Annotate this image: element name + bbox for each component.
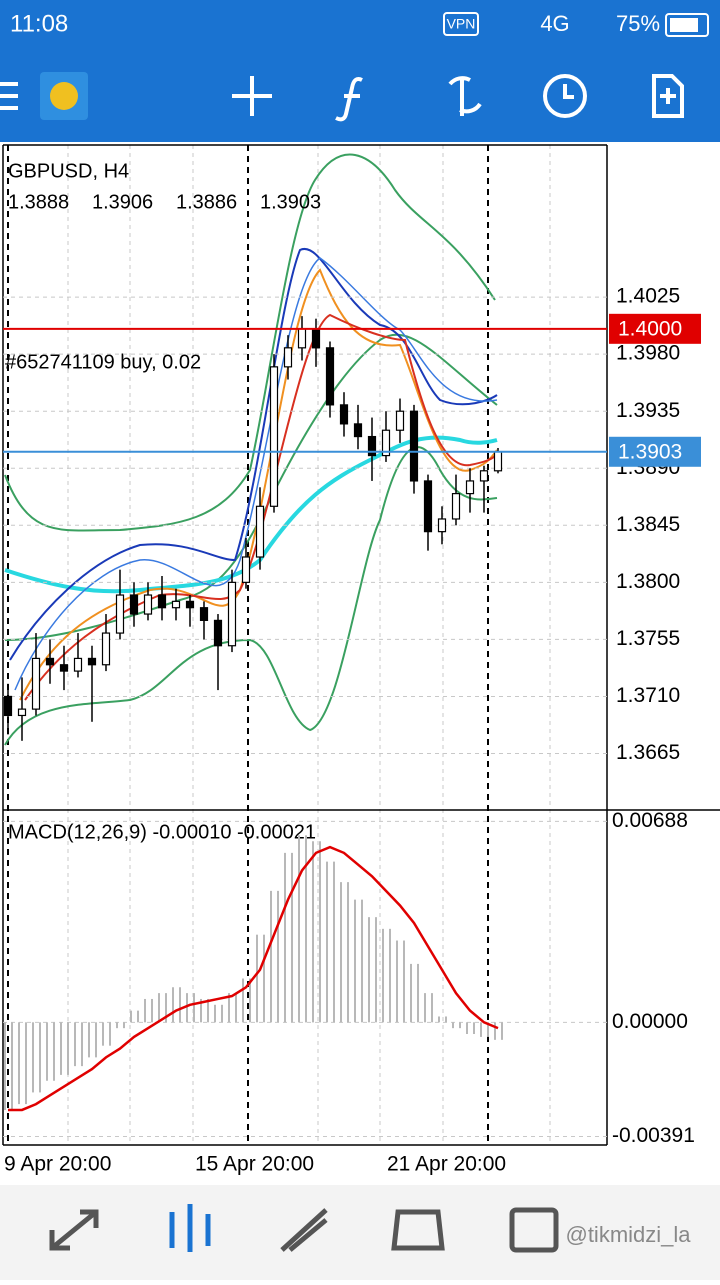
price-label-box — [609, 436, 701, 467]
candle-body — [241, 556, 251, 583]
macd-signal — [8, 845, 499, 1112]
history-tab[interactable] — [391, 1209, 445, 1251]
candle-body — [325, 347, 335, 406]
network: 4G — [540, 11, 569, 36]
price-label: 1.3903 — [618, 440, 682, 463]
vpn: VPN — [447, 16, 476, 32]
x-tick-label: 9 Apr 20:00 — [4, 1153, 111, 1176]
candle-body — [87, 657, 97, 666]
y-tick-label: 1.3755 — [616, 627, 680, 650]
candle-body — [297, 328, 307, 349]
candle-body — [423, 480, 433, 533]
macd-label: MACD(12,26,9) -0.00010 -0.00021 — [8, 821, 316, 843]
bottom-icons — [49, 1204, 559, 1253]
candle-body — [381, 429, 391, 457]
candle-body — [367, 435, 377, 457]
toolbar-icons — [0, 74, 684, 122]
ohlc-low: 1.3886 — [176, 191, 237, 213]
trade-button[interactable] — [448, 76, 482, 116]
ohlc-open: 1.3888 — [8, 191, 69, 213]
menu-button[interactable] — [0, 82, 18, 110]
candle-body — [157, 594, 167, 609]
symbol: GBPUSD, H4 — [8, 160, 129, 182]
candle-body — [45, 657, 55, 666]
candle-body — [283, 347, 293, 368]
candle-body — [479, 470, 489, 482]
candle-body — [353, 423, 363, 438]
candle-body — [493, 451, 503, 472]
candle-body — [339, 404, 349, 425]
candle-body — [129, 594, 139, 615]
session-separators — [7, 145, 489, 1145]
battery: 75% — [616, 11, 660, 36]
candle-body — [59, 664, 69, 672]
template-button[interactable] — [652, 74, 684, 118]
candle-body — [31, 657, 41, 710]
battery-fill — [670, 18, 698, 32]
price-label: 1.4000 — [618, 317, 682, 340]
candle-body — [73, 657, 83, 672]
candle-body — [255, 505, 265, 558]
bottom-nav — [0, 1185, 720, 1280]
ohlc-high: 1.3906 — [92, 191, 153, 213]
y-tick-label: 1.3800 — [616, 570, 680, 593]
candle-body — [465, 480, 475, 495]
candle-body — [101, 632, 111, 666]
candle-body — [185, 600, 195, 609]
candle-body — [3, 695, 13, 717]
y-tick-label: 1.3935 — [616, 399, 680, 422]
quotes-tab[interactable] — [49, 1209, 99, 1251]
grid — [67, 145, 551, 1145]
chart-tab[interactable] — [169, 1204, 211, 1252]
indicator-button[interactable] — [335, 77, 363, 122]
price-label-box — [609, 313, 701, 344]
candle-body — [269, 366, 279, 507]
period-button[interactable] — [543, 74, 587, 118]
candle-body — [143, 594, 153, 615]
candle-body — [171, 600, 181, 609]
candle-body — [199, 607, 209, 621]
trade-label: #652741109 buy, 0.02 — [5, 351, 201, 373]
candle-body — [17, 708, 27, 717]
macd-tick-label: 0.00688 — [612, 809, 688, 832]
candle-body — [409, 410, 419, 482]
y-tick-label: 1.3845 — [616, 513, 680, 536]
logo-mark — [50, 82, 78, 110]
pane-frame — [2, 144, 720, 1146]
indicators — [4, 153, 498, 746]
candle-body — [213, 619, 223, 647]
y-tick-label: 1.3665 — [616, 741, 680, 764]
y-tick-label: 1.3710 — [616, 684, 680, 707]
candle-body — [451, 493, 461, 520]
candle-body — [395, 410, 405, 431]
status-time: 11:08 — [10, 10, 68, 37]
battery-icon — [665, 13, 709, 37]
candle-body — [437, 518, 447, 533]
ohlc-close: 1.3903 — [260, 191, 321, 213]
messages-tab[interactable] — [509, 1207, 559, 1253]
vpn-box — [443, 12, 479, 36]
x-tick-label: 15 Apr 20:00 — [195, 1153, 314, 1176]
top-bar — [0, 0, 720, 142]
macd-tick-label: 0.00000 — [612, 1010, 688, 1033]
trade-tab[interactable] — [280, 1208, 328, 1252]
candle-body — [311, 328, 321, 349]
y-tick-label: 1.4025 — [616, 285, 680, 308]
candle-body — [227, 581, 237, 647]
candle-body — [115, 594, 125, 634]
watermark: @tikmidzi_la — [565, 1222, 691, 1247]
crosshair-button[interactable] — [232, 76, 272, 116]
x-tick-label: 21 Apr 20:00 — [387, 1153, 506, 1176]
y-tick-label: 1.3980 — [616, 342, 680, 365]
macd-tick-label: -0.00391 — [612, 1124, 695, 1147]
